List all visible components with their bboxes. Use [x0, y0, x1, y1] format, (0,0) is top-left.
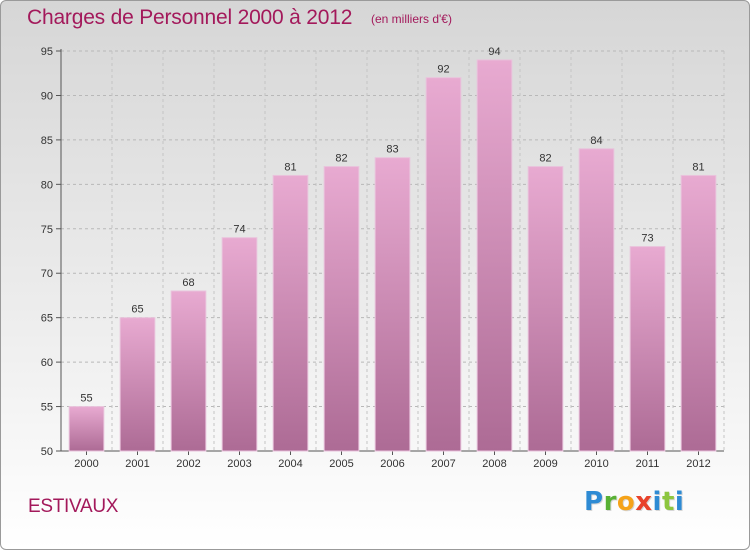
x-tick-label-2006: 2006: [380, 458, 404, 470]
bar-2012: [680, 174, 717, 452]
x-tick-label-2001: 2001: [125, 458, 149, 470]
data-label-2001: 65: [131, 304, 143, 316]
data-label-2004: 81: [284, 161, 296, 173]
bar-2000: [68, 406, 105, 452]
bar-2007: [425, 77, 462, 452]
data-label-2011: 73: [641, 233, 653, 245]
x-tick-label-2000: 2000: [74, 458, 98, 470]
y-tick-label: 80: [41, 179, 53, 191]
y-tick-label: 55: [41, 402, 53, 414]
x-tick-label-2005: 2005: [329, 458, 353, 470]
bar-2005: [323, 166, 360, 452]
chart-title: Charges de Personnel 2000 à 2012: [27, 6, 353, 29]
x-tick-label-2012: 2012: [686, 458, 710, 470]
data-label-2012: 81: [692, 161, 704, 173]
y-tick-label: 65: [41, 313, 53, 325]
y-tick-label: 85: [41, 135, 53, 147]
data-label-2003: 74: [233, 224, 245, 236]
x-tick-label-2007: 2007: [431, 458, 455, 470]
bars: [68, 59, 717, 452]
data-label-2005: 82: [335, 153, 347, 165]
x-tick-label-2010: 2010: [584, 458, 608, 470]
y-tick-label: 95: [41, 46, 53, 58]
data-label-2008: 94: [488, 46, 500, 58]
chart-subtitle: (en milliers d'€): [371, 12, 452, 26]
data-label-2000: 55: [80, 393, 92, 405]
y-tick-label: 50: [41, 446, 53, 458]
bar-2003: [221, 237, 258, 452]
x-tick-label-2002: 2002: [176, 458, 200, 470]
bar-2009: [527, 166, 564, 452]
bar-2010: [578, 148, 615, 452]
data-label-2002: 68: [182, 277, 194, 289]
y-tick-label: 70: [41, 268, 53, 280]
y-tick-label: 60: [41, 357, 53, 369]
town-name: ESTIVAUX: [28, 496, 119, 517]
bar-2001: [119, 317, 156, 452]
y-tick-label: 90: [41, 90, 53, 102]
data-label-2010: 84: [590, 135, 602, 147]
data-label-2009: 82: [539, 153, 551, 165]
x-tick-label-2009: 2009: [533, 458, 557, 470]
x-tick-label-2011: 2011: [636, 458, 660, 470]
proxiti-logo[interactable]: Proxiti: [584, 487, 685, 517]
x-tick-label-2004: 2004: [278, 458, 302, 470]
bar-2004: [272, 174, 309, 452]
bar-2011: [629, 246, 666, 452]
data-label-2007: 92: [437, 64, 449, 76]
bar-2008: [476, 59, 513, 452]
y-tick-label: 75: [41, 224, 53, 236]
data-labels: 55 65 68 74 81 82 83 92 94 82 84 73 81: [80, 46, 704, 405]
data-label-2006: 83: [386, 144, 398, 156]
bar-2002: [170, 290, 207, 452]
bar-2006: [374, 157, 411, 452]
x-tick-label-2003: 2003: [227, 458, 251, 470]
x-tick-label-2008: 2008: [482, 458, 506, 470]
